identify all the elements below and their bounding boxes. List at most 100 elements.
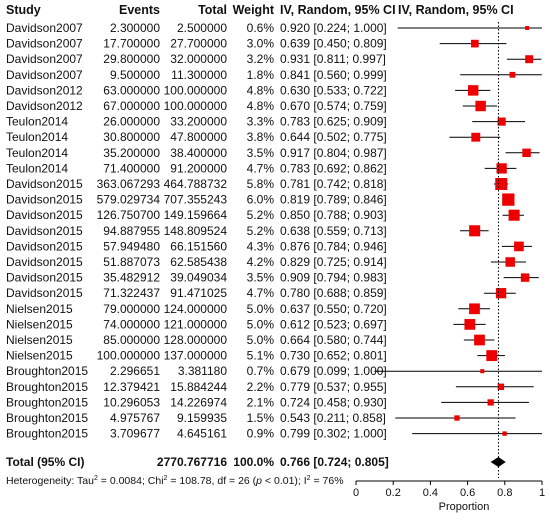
header-plot: IV, Random, 95% CI xyxy=(398,3,514,17)
row-weight: 1.8% xyxy=(247,68,275,82)
row-study: Davidson2007 xyxy=(6,68,83,82)
heterogeneity-text: Heterogeneity: Tau2 = 0.0084; Chi2 = 108… xyxy=(6,475,344,487)
row-study: Davidson2015 xyxy=(6,224,83,238)
row-study: Davidson2015 xyxy=(6,271,83,285)
row-total: 464.788732 xyxy=(164,177,228,191)
point-estimate-square xyxy=(495,288,507,299)
table-row: Teulon2014 71.400000 91.200000 4.7% 0.783 [0… xyxy=(6,161,387,175)
row-events: 100.000000 xyxy=(97,349,161,363)
row-events: 3.709677 xyxy=(110,427,160,441)
row-study: Broughton2015 xyxy=(6,427,88,441)
row-events: 94.887955 xyxy=(103,224,160,238)
row-study: Davidson2012 xyxy=(6,83,83,97)
row-events: 67.000000 xyxy=(103,99,160,113)
row-study: Nielsen2015 xyxy=(6,317,73,331)
point-estimate-square xyxy=(509,71,516,78)
row-ci: 0.639 [0.450; 0.809] xyxy=(280,37,387,51)
row-total: 121.000000 xyxy=(164,317,228,331)
row-total: 27.700000 xyxy=(170,37,227,51)
row-ci: 0.781 [0.742; 0.818] xyxy=(280,177,387,191)
table-row: Davidson2015 363.067293 464.788732 5.8% 0.78… xyxy=(6,177,387,191)
table-row: Davidson2007 17.700000 27.700000 3.0% 0.639 … xyxy=(6,37,387,51)
row-weight: 5.2% xyxy=(247,224,275,238)
plot-area xyxy=(374,22,542,478)
row-ci: 0.850 [0.788; 0.903] xyxy=(280,208,387,222)
row-study: Teulon2014 xyxy=(6,161,68,175)
point-estimate-square xyxy=(502,431,507,436)
row-ci: 0.630 [0.533; 0.722] xyxy=(280,83,387,97)
point-estimate-square xyxy=(480,369,485,374)
table-row: Broughton2015 2.296651 3.381180 0.7% 0.679 [… xyxy=(6,364,387,378)
row-total: 4.645161 xyxy=(177,427,227,441)
row-total: 9.159935 xyxy=(177,411,227,425)
total-total: 2770.767716 xyxy=(157,455,227,469)
point-estimate-square xyxy=(522,148,531,158)
point-estimate-square xyxy=(495,178,508,190)
row-weight: 0.7% xyxy=(247,364,275,378)
row-total: 124.000000 xyxy=(164,302,228,316)
row-events: 85.000000 xyxy=(103,333,160,347)
x-axis-label: Proportion xyxy=(439,501,490,513)
row-study: Davidson2015 xyxy=(6,193,83,207)
row-ci: 0.543 [0.211; 0.858] xyxy=(280,411,386,425)
point-estimate-square xyxy=(520,273,530,282)
row-study: Davidson2007 xyxy=(6,52,83,66)
table-row: Broughton2015 10.296053 14.226974 2.1% 0.724… xyxy=(6,395,387,409)
point-estimate-square xyxy=(496,163,507,174)
row-events: 74.000000 xyxy=(103,317,160,331)
header-events: Events xyxy=(119,3,160,17)
row-weight: 4.2% xyxy=(247,255,275,269)
row-study: Teulon2014 xyxy=(6,115,68,129)
row-study: Teulon2014 xyxy=(6,146,68,160)
row-weight: 3.5% xyxy=(247,146,275,160)
row-ci: 0.931 [0.811; 0.997] xyxy=(280,52,386,66)
x-tick-label: 0.8 xyxy=(497,487,512,499)
row-ci: 0.779 [0.537; 0.955] xyxy=(280,380,387,394)
row-ci: 0.780 [0.688; 0.859] xyxy=(280,286,387,300)
point-estimate-square xyxy=(525,26,530,30)
row-events: 9.500000 xyxy=(110,68,160,82)
het-prefix: Heterogeneity: Tau xyxy=(6,475,94,487)
table-row: Davidson2015 35.482912 39.049034 3.5% 0.909 … xyxy=(6,271,387,285)
row-weight: 0.6% xyxy=(247,21,275,35)
total-row: Total (95% CI) 2770.767716 100.0% 0.766 … xyxy=(6,455,389,469)
row-events: 10.296053 xyxy=(103,395,160,409)
row-study: Davidson2015 xyxy=(6,239,83,253)
row-events: 579.029734 xyxy=(97,193,161,207)
row-weight: 3.0% xyxy=(247,37,275,51)
x-tick-label: 0 xyxy=(353,487,359,499)
row-events: 79.000000 xyxy=(103,302,160,316)
row-study: Nielsen2015 xyxy=(6,333,73,347)
point-estimate-square xyxy=(487,399,494,406)
row-weight: 2.2% xyxy=(247,380,275,394)
header-study: Study xyxy=(6,3,41,17)
table-row: Nielsen2015 100.000000 137.000000 5.1% 0.730… xyxy=(6,349,387,363)
row-total: 66.151560 xyxy=(170,239,227,253)
table-row: Davidson2015 94.887955 148.809524 5.2% 0.638… xyxy=(6,224,387,238)
row-total: 14.226974 xyxy=(170,395,227,409)
row-weight: 6.0% xyxy=(247,193,275,207)
row-study: Davidson2012 xyxy=(6,99,83,113)
row-ci: 0.612 [0.523; 0.697] xyxy=(280,317,387,331)
het-p-rest: < 0.01); I xyxy=(262,475,307,487)
row-total: 38.400000 xyxy=(170,146,227,160)
row-events: 26.000000 xyxy=(103,115,160,129)
row-ci: 0.920 [0.224; 1.000] xyxy=(280,21,387,35)
row-ci: 0.876 [0.784; 0.946] xyxy=(280,239,387,253)
row-study: Nielsen2015 xyxy=(6,302,73,316)
row-weight: 5.0% xyxy=(247,333,275,347)
row-events: 71.400000 xyxy=(103,161,160,175)
row-ci: 0.917 [0.804; 0.987] xyxy=(280,146,387,160)
point-estimate-square xyxy=(502,193,515,206)
row-weight: 4.3% xyxy=(247,239,275,253)
row-ci: 0.679 [0.099; 1.000] xyxy=(280,364,387,378)
row-study: Davidson2007 xyxy=(6,37,83,51)
x-tick-label: 0.2 xyxy=(386,487,401,499)
row-total: 100.000000 xyxy=(164,83,228,97)
row-total: 32.000000 xyxy=(170,52,227,66)
table-row: Davidson2015 579.029734 707.355243 6.0% 0.81… xyxy=(6,193,387,207)
het-p: p xyxy=(255,475,262,487)
row-total: 47.800000 xyxy=(170,130,227,144)
row-total: 149.159664 xyxy=(164,208,228,222)
